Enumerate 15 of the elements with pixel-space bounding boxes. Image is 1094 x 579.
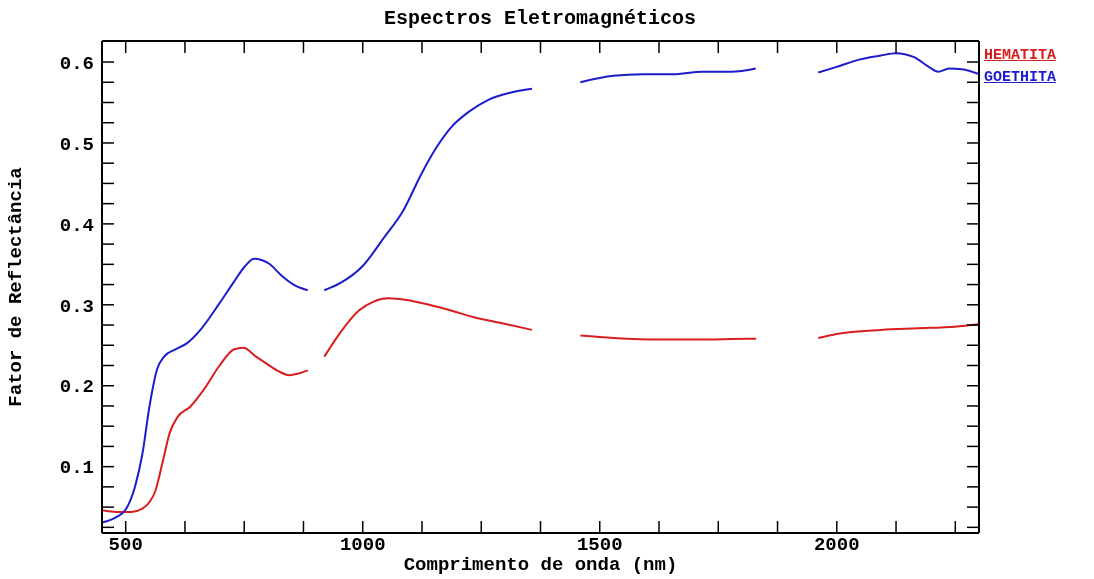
y-tick-label: 0.1 [59,457,94,480]
x-axis-title: Comprimento de onda (nm) [403,554,678,576]
y-axis-title: Fator de Reflectância [4,167,27,407]
y-tick-label: 0.3 [59,295,94,318]
x-tick-label: 1500 [576,534,623,557]
series-label: GOETHITA [984,68,1057,88]
y-tick-label: 0.5 [59,133,94,156]
text: HEMATITA [984,46,1057,66]
y-tick-label: 0.4 [59,214,94,237]
x-tick-label: 1000 [339,534,386,557]
chart-title: Espectros Eletromagnéticos [383,7,697,30]
x-tick-label: 2000 [813,534,860,557]
y-tick-label: 0.6 [59,52,94,75]
x-tick-label: 500 [108,534,143,557]
y-tick-label: 0.2 [59,376,94,399]
